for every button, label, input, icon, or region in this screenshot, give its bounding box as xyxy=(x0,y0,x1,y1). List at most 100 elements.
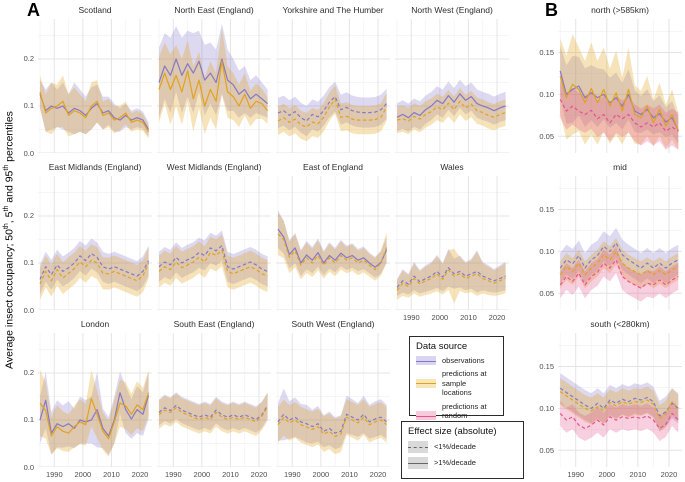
x-tick-label: 2000 xyxy=(74,470,92,479)
facet-plot-north-east-england xyxy=(157,19,271,153)
percentile-band-observations xyxy=(159,392,268,433)
median-line-observations xyxy=(39,94,150,130)
y-tick-label: 0.2 xyxy=(23,54,34,64)
x-tick-label: 2000 xyxy=(193,470,211,479)
median-line-observations xyxy=(277,96,388,122)
predictions-sample-key-swatch xyxy=(416,378,436,388)
x-tick-label: 2020 xyxy=(369,470,387,479)
y-tick-label: 0.0 xyxy=(23,305,34,315)
x-tick-label: 2020 xyxy=(250,470,268,479)
median-line-observations xyxy=(158,58,268,105)
facet-title-north-west-england: North West (England) xyxy=(411,5,493,15)
legend-item-predictions-sample: predictions at sample locations xyxy=(416,369,497,397)
facet-title-north-585km: north (>585km) xyxy=(591,5,649,15)
legend-item-gt1-decade: >1%/decade xyxy=(408,457,517,469)
y-tick-label: 0.10 xyxy=(539,89,554,99)
percentile-band-observations xyxy=(159,230,268,287)
median-line-predictions-sample xyxy=(559,391,679,419)
facet-title-wales: Wales xyxy=(440,162,464,172)
percentile-band-predictions-random xyxy=(560,400,679,441)
median-line-observations xyxy=(396,93,506,119)
percentile-band-predictions-sample xyxy=(159,392,268,436)
y-tick-label: 0.2 xyxy=(23,368,34,378)
percentile-band-observations xyxy=(40,238,149,295)
median-line-predictions-sample xyxy=(39,259,150,285)
median-line-predictions-sample xyxy=(277,233,388,271)
percentile-band-predictions-random xyxy=(560,246,679,302)
dashed-line-key-swatch xyxy=(408,441,428,453)
median-line-predictions-sample xyxy=(39,392,150,440)
x-tick-label: 2020 xyxy=(660,470,678,479)
percentile-band-predictions-sample xyxy=(560,378,679,432)
legend-data-source: Data source observations predictions at s… xyxy=(409,336,504,429)
y-tick-label: 0.05 xyxy=(539,288,554,298)
median-line-predictions-sample xyxy=(158,249,268,277)
x-tick-label: 2010 xyxy=(341,470,358,479)
facet-title-north-east-england: North East (England) xyxy=(174,5,254,15)
x-tick-label: 1990 xyxy=(567,470,585,479)
facet-title-south-west-england: South West (England) xyxy=(291,319,375,329)
median-line-observations xyxy=(277,228,388,268)
facet-plot-scotland xyxy=(38,19,152,153)
facet-title-east-midlands-england: East Midlands (England) xyxy=(48,162,142,172)
median-line-predictions-sample xyxy=(39,91,150,133)
median-line-observations xyxy=(559,387,679,417)
facet-plot-east-midlands-england xyxy=(38,176,152,310)
median-line-observations xyxy=(277,413,387,434)
percentile-band-observations xyxy=(159,23,268,118)
legend-data-source-title: Data source xyxy=(416,341,468,352)
median-line-predictions-sample xyxy=(559,250,679,276)
percentile-band-observations xyxy=(560,373,679,431)
legend-item-observations: observations xyxy=(416,356,497,366)
percentile-band-predictions-sample xyxy=(560,34,679,150)
percentile-band-observations xyxy=(278,388,387,450)
x-tick-label: 2010 xyxy=(103,470,120,479)
percentile-band-observations xyxy=(40,80,149,137)
percentile-band-observations xyxy=(40,371,149,455)
y-tick-label: 0.1 xyxy=(23,258,34,268)
percentile-band-predictions-sample xyxy=(278,399,387,455)
observations-key-swatch xyxy=(416,356,436,366)
median-line-predictions-sample xyxy=(559,75,679,132)
percentile-band-predictions-sample xyxy=(40,75,149,139)
facet-plot-yorkshire-and-the-humber xyxy=(276,19,390,153)
median-line-predictions-sample xyxy=(396,100,506,122)
y-tick-label: 0.10 xyxy=(539,403,554,413)
legend-effect-size-title: Effect size (absolute) xyxy=(408,426,497,437)
y-tick-label: 0.15 xyxy=(539,48,554,57)
median-line-predictions-sample xyxy=(277,416,387,437)
median-line-predictions-sample xyxy=(158,406,269,423)
legend-item-lt1-decade: <1%/decade xyxy=(408,441,517,453)
y-axis-title: Average insect occupancy; 50th, 5th and … xyxy=(3,111,16,369)
y-tick-label: 0.1 xyxy=(23,415,34,425)
x-tick-label: 2010 xyxy=(460,313,477,322)
y-tick-label: 0.2 xyxy=(23,211,34,221)
predictions-random-key-swatch xyxy=(416,411,436,421)
facet-plot-north-585km xyxy=(558,19,682,153)
y-tick-label: 0.10 xyxy=(539,246,554,256)
legend-effect-size: Effect size (absolute) <1%/decade >1%/de… xyxy=(401,421,524,479)
facet-title-scotland: Scotland xyxy=(78,5,112,15)
x-tick-label: 2010 xyxy=(629,470,647,479)
percentile-band-predictions-sample xyxy=(278,85,387,142)
facet-title-mid: mid xyxy=(613,162,627,172)
median-line-predictions-sample xyxy=(277,98,388,128)
median-line-predictions-random xyxy=(559,259,679,289)
facet-plot-north-west-england xyxy=(395,19,509,153)
facet-plot-mid xyxy=(558,176,682,310)
percentile-band-observations xyxy=(397,248,506,296)
facet-plot-london xyxy=(38,333,152,467)
percentile-band-predictions-sample xyxy=(397,88,506,135)
x-tick-label: 2000 xyxy=(598,470,616,479)
facet-plot-south-280km xyxy=(558,333,682,467)
median-line-predictions-sample xyxy=(158,60,269,112)
percentile-band-predictions-sample xyxy=(397,248,506,304)
panel-a-label: A xyxy=(27,0,40,20)
x-tick-label: 1990 xyxy=(402,313,420,322)
x-tick-label: 2020 xyxy=(131,470,149,479)
y-tick-label: 0.0 xyxy=(23,148,34,158)
median-line-predictions-random xyxy=(559,99,679,132)
percentile-band-observations xyxy=(278,210,387,278)
median-line-observations xyxy=(396,267,506,288)
